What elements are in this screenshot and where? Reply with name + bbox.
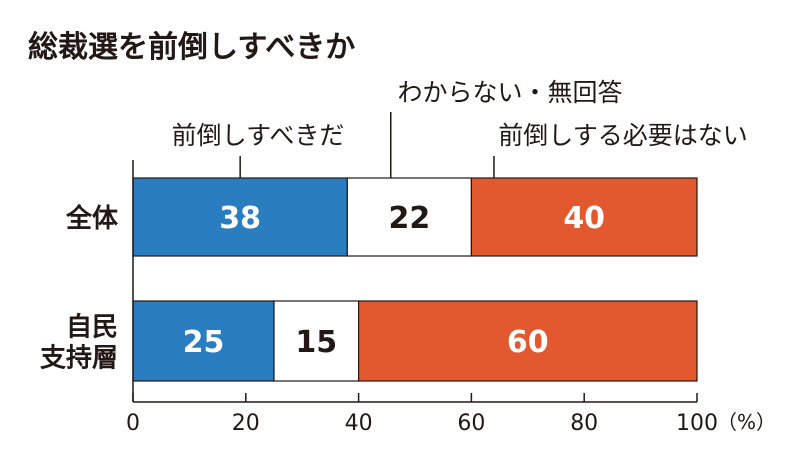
x-tick-label: 80 [570, 411, 598, 436]
data-label: 60 [507, 325, 549, 360]
x-unit-label: （%） [717, 410, 776, 434]
x-axis: 0 20 40 60 80 100 （%） [126, 160, 776, 436]
x-tick-label: 60 [457, 411, 485, 436]
bar-segment [346, 177, 473, 257]
legend-label: わからない・無回答 [397, 78, 622, 107]
category-label: 自民 [66, 312, 118, 343]
legend-label: 前倒しすべきだ [172, 121, 345, 150]
legend-label: 前倒しする必要はない [498, 121, 748, 150]
bar-segment [358, 300, 698, 382]
bar-segment [132, 177, 348, 257]
bar-segment [470, 177, 698, 257]
x-tick-label: 40 [345, 411, 373, 436]
data-label: 40 [563, 201, 605, 236]
x-tick-label: 100 [676, 411, 718, 436]
data-label: 15 [295, 325, 337, 360]
data-label: 38 [219, 201, 261, 236]
data-label: 22 [388, 201, 430, 236]
category-label: 全体 [65, 203, 119, 234]
chart-title: 総裁選を前倒しすべきか [28, 30, 355, 65]
data-label: 25 [183, 325, 225, 360]
x-tick-label: 20 [232, 411, 260, 436]
x-tick-label: 0 [126, 411, 140, 436]
bar-segment [132, 300, 275, 382]
bar-segment [273, 300, 360, 382]
category-label: 支持層 [40, 344, 118, 374]
